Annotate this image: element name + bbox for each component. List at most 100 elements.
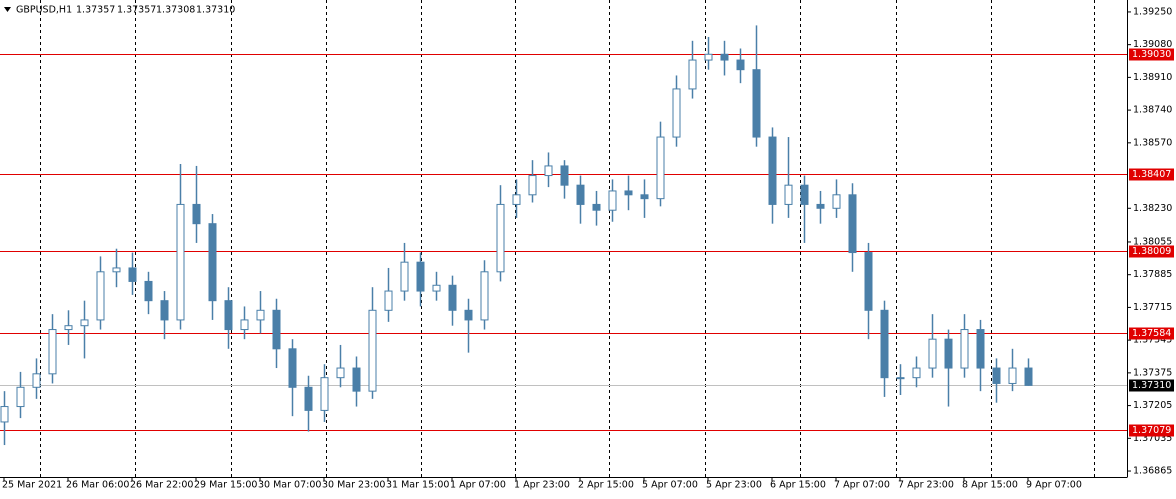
candle-body <box>896 377 905 380</box>
level-label-bg <box>1129 424 1174 437</box>
menu-arrow[interactable] <box>4 7 11 12</box>
y-tick-label: 1.38910 <box>1133 72 1172 83</box>
y-tick-label: 1.39250 <box>1133 6 1172 17</box>
candle-body <box>144 280 153 302</box>
candle-body <box>944 338 953 369</box>
y-tick-label: 1.37715 <box>1133 302 1172 313</box>
candle-body <box>752 69 761 138</box>
level-label-bg <box>1129 245 1174 258</box>
candle-body <box>720 53 729 61</box>
x-tick-label: 29 Mar 15:00 <box>194 480 257 491</box>
candle-body <box>960 329 969 369</box>
candle-body <box>688 59 697 90</box>
x-tick-label: 5 Apr 07:00 <box>642 480 698 491</box>
candle-body <box>640 194 649 200</box>
candle-body <box>560 165 569 186</box>
candle-body <box>352 367 361 392</box>
x-tick-label: 31 Mar 15:00 <box>386 480 449 491</box>
y-tick-label: 1.38055 <box>1133 236 1172 247</box>
candle-body <box>592 203 601 211</box>
candle-body <box>96 271 105 321</box>
candle-body <box>800 184 809 205</box>
x-tick-label: 8 Apr 15:00 <box>962 480 1018 491</box>
candle-body <box>880 309 889 379</box>
candle-body <box>1008 367 1017 384</box>
candle-body <box>816 203 825 209</box>
candle-body <box>16 386 25 408</box>
candle-body <box>112 267 121 273</box>
y-tick-label: 1.37545 <box>1133 335 1172 346</box>
candle-body <box>176 203 185 321</box>
x-tick-label: 7 Apr 23:00 <box>898 480 954 491</box>
x-tick-label: 7 Apr 07:00 <box>834 480 890 491</box>
header-open: 1.37357 <box>76 5 115 16</box>
candle-body <box>512 194 521 205</box>
candle-body <box>64 325 73 331</box>
x-tick-label: 26 Mar 06:00 <box>66 480 129 491</box>
level-label-bg <box>1129 327 1174 340</box>
last-price-bg <box>1129 379 1174 392</box>
candle-body <box>544 165 553 177</box>
candle-body <box>80 319 89 327</box>
candle-body <box>272 309 281 350</box>
level-label: 1.38407 <box>1132 169 1171 180</box>
header-low: 1.37308 <box>156 5 195 16</box>
candle-body <box>160 300 169 321</box>
candle-body <box>704 53 713 61</box>
candle-body <box>864 252 873 311</box>
candle-body <box>368 309 377 392</box>
candle-body <box>464 309 473 321</box>
y-tick-label: 1.36865 <box>1133 466 1172 477</box>
candle-body <box>32 373 41 388</box>
header-high: 1.37357 <box>117 5 156 16</box>
level-label: 1.37584 <box>1132 328 1171 339</box>
candle-body <box>992 367 1001 384</box>
y-tick-label: 1.38230 <box>1133 203 1172 214</box>
y-tick-label: 1.38570 <box>1133 137 1172 148</box>
level-label: 1.37079 <box>1132 425 1171 436</box>
y-tick-label: 1.39080 <box>1133 39 1172 50</box>
level-label-bg <box>1129 48 1174 61</box>
candle-body <box>656 136 665 200</box>
candle-body <box>848 194 857 254</box>
last-price-label: 1.37310 <box>1132 380 1171 391</box>
candle-body <box>320 377 329 411</box>
candle-body <box>384 290 393 311</box>
candle-body <box>928 338 937 369</box>
candle-body <box>528 175 537 196</box>
x-tick-label: 26 Mar 22:00 <box>130 480 193 491</box>
y-tick-label: 1.37885 <box>1133 269 1172 280</box>
candle-body <box>128 267 137 282</box>
x-tick-label: 2 Apr 15:00 <box>578 480 634 491</box>
candle-body <box>480 271 489 321</box>
x-tick-label: 1 Apr 07:00 <box>450 480 506 491</box>
candle-body <box>768 136 777 205</box>
candle-body <box>304 386 313 411</box>
y-tick-label: 1.38740 <box>1133 105 1172 116</box>
candle-body <box>432 284 441 292</box>
candle-body <box>48 329 57 375</box>
x-tick-label: 9 Apr 07:00 <box>1026 480 1082 491</box>
x-tick-label: 1 Apr 23:00 <box>514 480 570 491</box>
header-close: 1.37310 <box>196 5 235 16</box>
x-tick-label: 5 Apr 23:00 <box>706 480 762 491</box>
candle-body <box>672 88 681 138</box>
level-label: 1.38009 <box>1132 246 1171 257</box>
level-label: 1.39030 <box>1132 49 1171 60</box>
symbol-title: GBPUSD,H1 <box>16 5 72 16</box>
candle-body <box>736 59 745 71</box>
y-tick-label: 1.37035 <box>1133 433 1172 444</box>
candle-body <box>192 203 201 225</box>
candle-body <box>912 367 921 379</box>
candle-body <box>240 319 249 331</box>
candle-body <box>976 329 985 369</box>
candle-body <box>832 194 841 209</box>
candle-body <box>224 300 233 331</box>
candle-body <box>1024 367 1033 386</box>
candle-body <box>416 261 425 292</box>
candle-body <box>784 184 793 205</box>
x-tick-label: 6 Apr 15:00 <box>770 480 826 491</box>
candle-body <box>624 190 633 196</box>
candle-body <box>400 261 409 292</box>
